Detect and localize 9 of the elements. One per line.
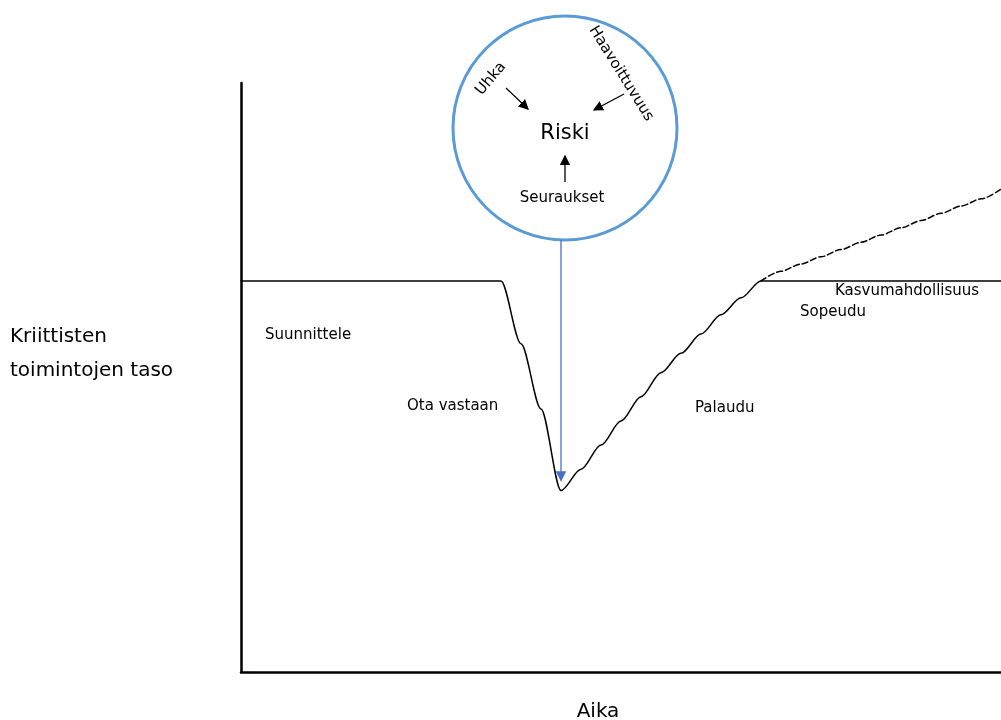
- annotation: Suunnittele: [265, 325, 352, 343]
- y-axis-title: Kriittisten toimintojen taso: [10, 323, 174, 381]
- annotation: Ota vastaan: [407, 396, 499, 414]
- annotation: Palaudu: [695, 398, 755, 416]
- annotation: Sopeudu: [800, 302, 866, 320]
- annotation: Kasvumahdollisuus: [835, 281, 980, 299]
- annotation: Seuraukset: [519, 188, 605, 206]
- x-axis-title: Aika: [576, 698, 620, 720]
- text: Riski: [540, 120, 590, 144]
